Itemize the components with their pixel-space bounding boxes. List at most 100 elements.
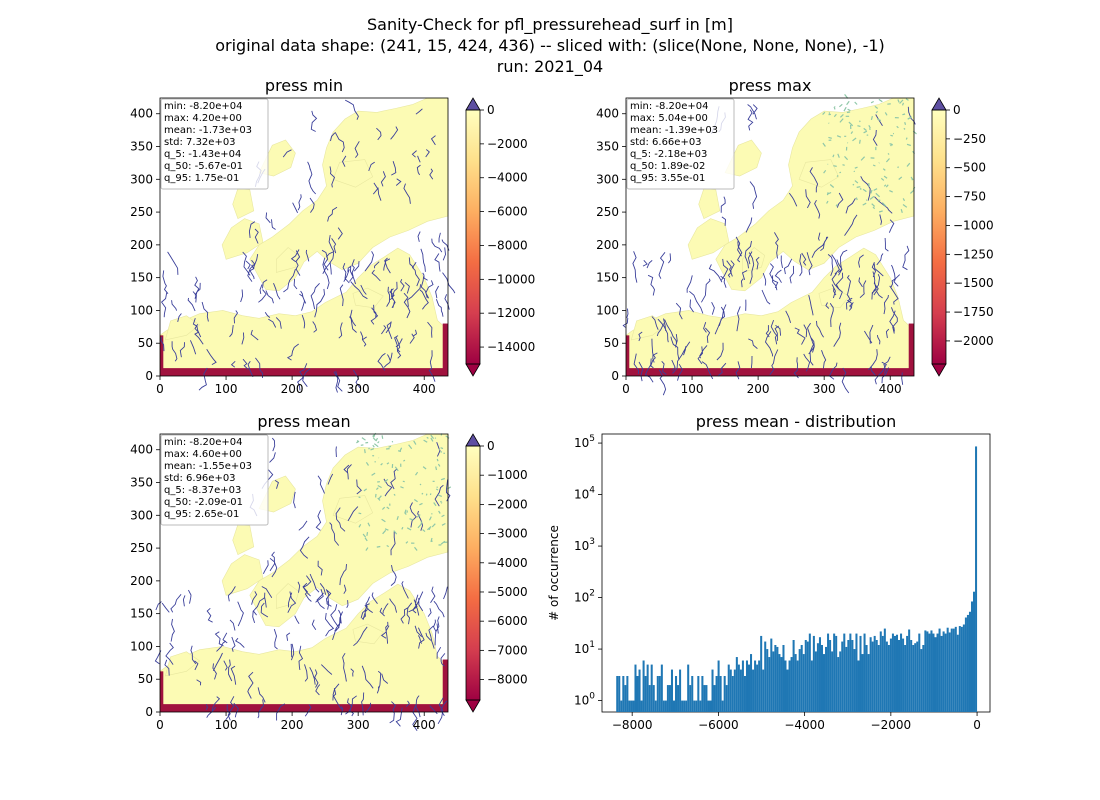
histogram-bar-3: [622, 676, 625, 712]
histogram-bar-160: [940, 635, 943, 712]
land-region-1: [715, 97, 915, 292]
histogram-bar-140: [900, 633, 903, 712]
colorbar-tick-label-1: −250: [953, 132, 986, 146]
histogram-bar-25: [666, 685, 669, 712]
histogram-bar-111: [841, 641, 844, 712]
histogram-bar-168: [956, 634, 959, 712]
histogram-bar-85: [788, 660, 791, 712]
histogram-bar-124: [867, 654, 870, 712]
axes-frame-1: [625, 97, 915, 377]
ytick-label-3: 150: [130, 607, 153, 621]
histogram-bar-35: [687, 664, 690, 712]
panel-title-1: press max: [729, 76, 812, 95]
land-region-2: [276, 247, 300, 273]
land-region-3: [687, 218, 730, 260]
histogram-bar-144: [908, 629, 911, 712]
colorbar-frame-1: [931, 109, 947, 365]
land-region-3: [221, 218, 264, 260]
colorbar-1: 0 −250 −500 −750 −1000 −1250 −1500 −1750 −2000: [931, 97, 994, 377]
histogram-bar-64: [745, 660, 748, 712]
histogram-bar-152: [924, 630, 927, 712]
histogram-bar-153: [926, 631, 929, 712]
ytick-label-5: 105: [574, 434, 595, 450]
ytick-label-0: 0: [611, 369, 619, 383]
land-region-0: [159, 247, 449, 373]
xtick-label-0: 0: [156, 718, 164, 732]
colorbar-frame-0: [465, 109, 481, 365]
colorbar-tick-label-3: −3000: [487, 527, 528, 541]
histogram-bar-158: [936, 633, 939, 712]
histogram-bar-48: [713, 685, 716, 712]
histogram-bar-96: [810, 660, 813, 712]
ytick-label-5: 250: [130, 541, 153, 555]
land-region-3: [221, 554, 264, 596]
histogram-bar-162: [944, 633, 947, 712]
histogram-bar-67: [752, 669, 755, 712]
histogram-bar-47: [711, 669, 714, 712]
histogram-bar-14: [644, 676, 647, 712]
ytick-label-0: 0: [145, 369, 153, 383]
histogram-bar-94: [806, 641, 809, 712]
histogram-bar-99: [816, 643, 819, 712]
xtick-label-3: 300: [813, 382, 836, 396]
stats-line-6: q_95: 1.75e-01: [164, 173, 239, 184]
land-region-1: [249, 97, 449, 292]
xtick-label-4: 400: [413, 718, 436, 732]
histogram-bar-148: [916, 641, 919, 712]
histogram-bar-106: [831, 651, 834, 712]
boundary-strip-south: [626, 368, 914, 376]
histogram-bar-54: [725, 685, 728, 712]
histogram-bar-51: [719, 676, 722, 712]
colorbar-gradient-1: [932, 110, 946, 364]
ytick-label-0: 0: [145, 705, 153, 719]
histogram-bar-32: [681, 700, 684, 712]
figure-title-line-3: run: 2021_04: [497, 57, 603, 77]
histogram-bar-137: [893, 635, 896, 712]
histogram-bar-60: [737, 664, 740, 712]
xtick-label-2: 200: [281, 718, 304, 732]
ytick-label-5: 250: [130, 205, 153, 219]
land-region-6: [332, 495, 374, 524]
ytick-label-5: 250: [596, 205, 619, 219]
ytick-label-7: 350: [596, 140, 619, 154]
histogram-bar-86: [790, 657, 793, 712]
histogram-bar-174: [968, 611, 971, 712]
histogram-bar-4: [624, 685, 627, 712]
stats-line-4: q_5: -1.43e+04: [164, 149, 241, 160]
histogram-bar-103: [825, 646, 828, 712]
ytick-label-7: 350: [130, 476, 153, 490]
histogram-bar-149: [918, 633, 921, 712]
colorbar-tick-label-2: −2000: [487, 497, 528, 511]
map-1: [622, 94, 917, 396]
colorbar-tick-label-6: −1500: [953, 276, 994, 290]
stats-line-5: q_50: -5.67e-01: [164, 161, 243, 172]
colorbar-tick-label-6: −12000: [487, 306, 535, 320]
histogram-bar-33: [683, 700, 686, 712]
xtick-label-1: −6000: [698, 718, 739, 732]
ytick-label-6: 300: [130, 508, 153, 522]
ytick-label-8: 400: [596, 107, 619, 121]
histogram-bar-45: [707, 700, 710, 712]
histogram-bar-62: [741, 660, 744, 712]
histogram-bar-42: [701, 676, 704, 712]
ytick-label-7: 350: [130, 140, 153, 154]
land-region-4: [698, 188, 721, 220]
histogram-bar-58: [733, 669, 736, 712]
ytick-label-8: 400: [130, 443, 153, 457]
histogram-bar-133: [885, 641, 888, 712]
map-2: [154, 432, 452, 731]
stats-line-4: q_5: -8.37e+03: [164, 485, 241, 496]
histogram-bar-8: [632, 700, 635, 712]
xtick-label-0: 0: [156, 382, 164, 396]
colorbar-tick-label-7: −7000: [487, 643, 528, 657]
stats-line-1: max: 4.20e+00: [164, 113, 242, 124]
stats-line-5: q_50: -2.09e-01: [164, 497, 243, 508]
histogram-bar-82: [782, 645, 785, 712]
histogram-bar-84: [786, 669, 789, 712]
histogram-bar-83: [784, 660, 787, 712]
colorbar-extend-top-0: [465, 97, 481, 111]
xtick-label-3: 300: [347, 718, 370, 732]
colorbar-tick-label-0: 0: [953, 103, 961, 117]
histogram-bar-20: [656, 676, 659, 712]
land-region-1: [249, 433, 449, 628]
